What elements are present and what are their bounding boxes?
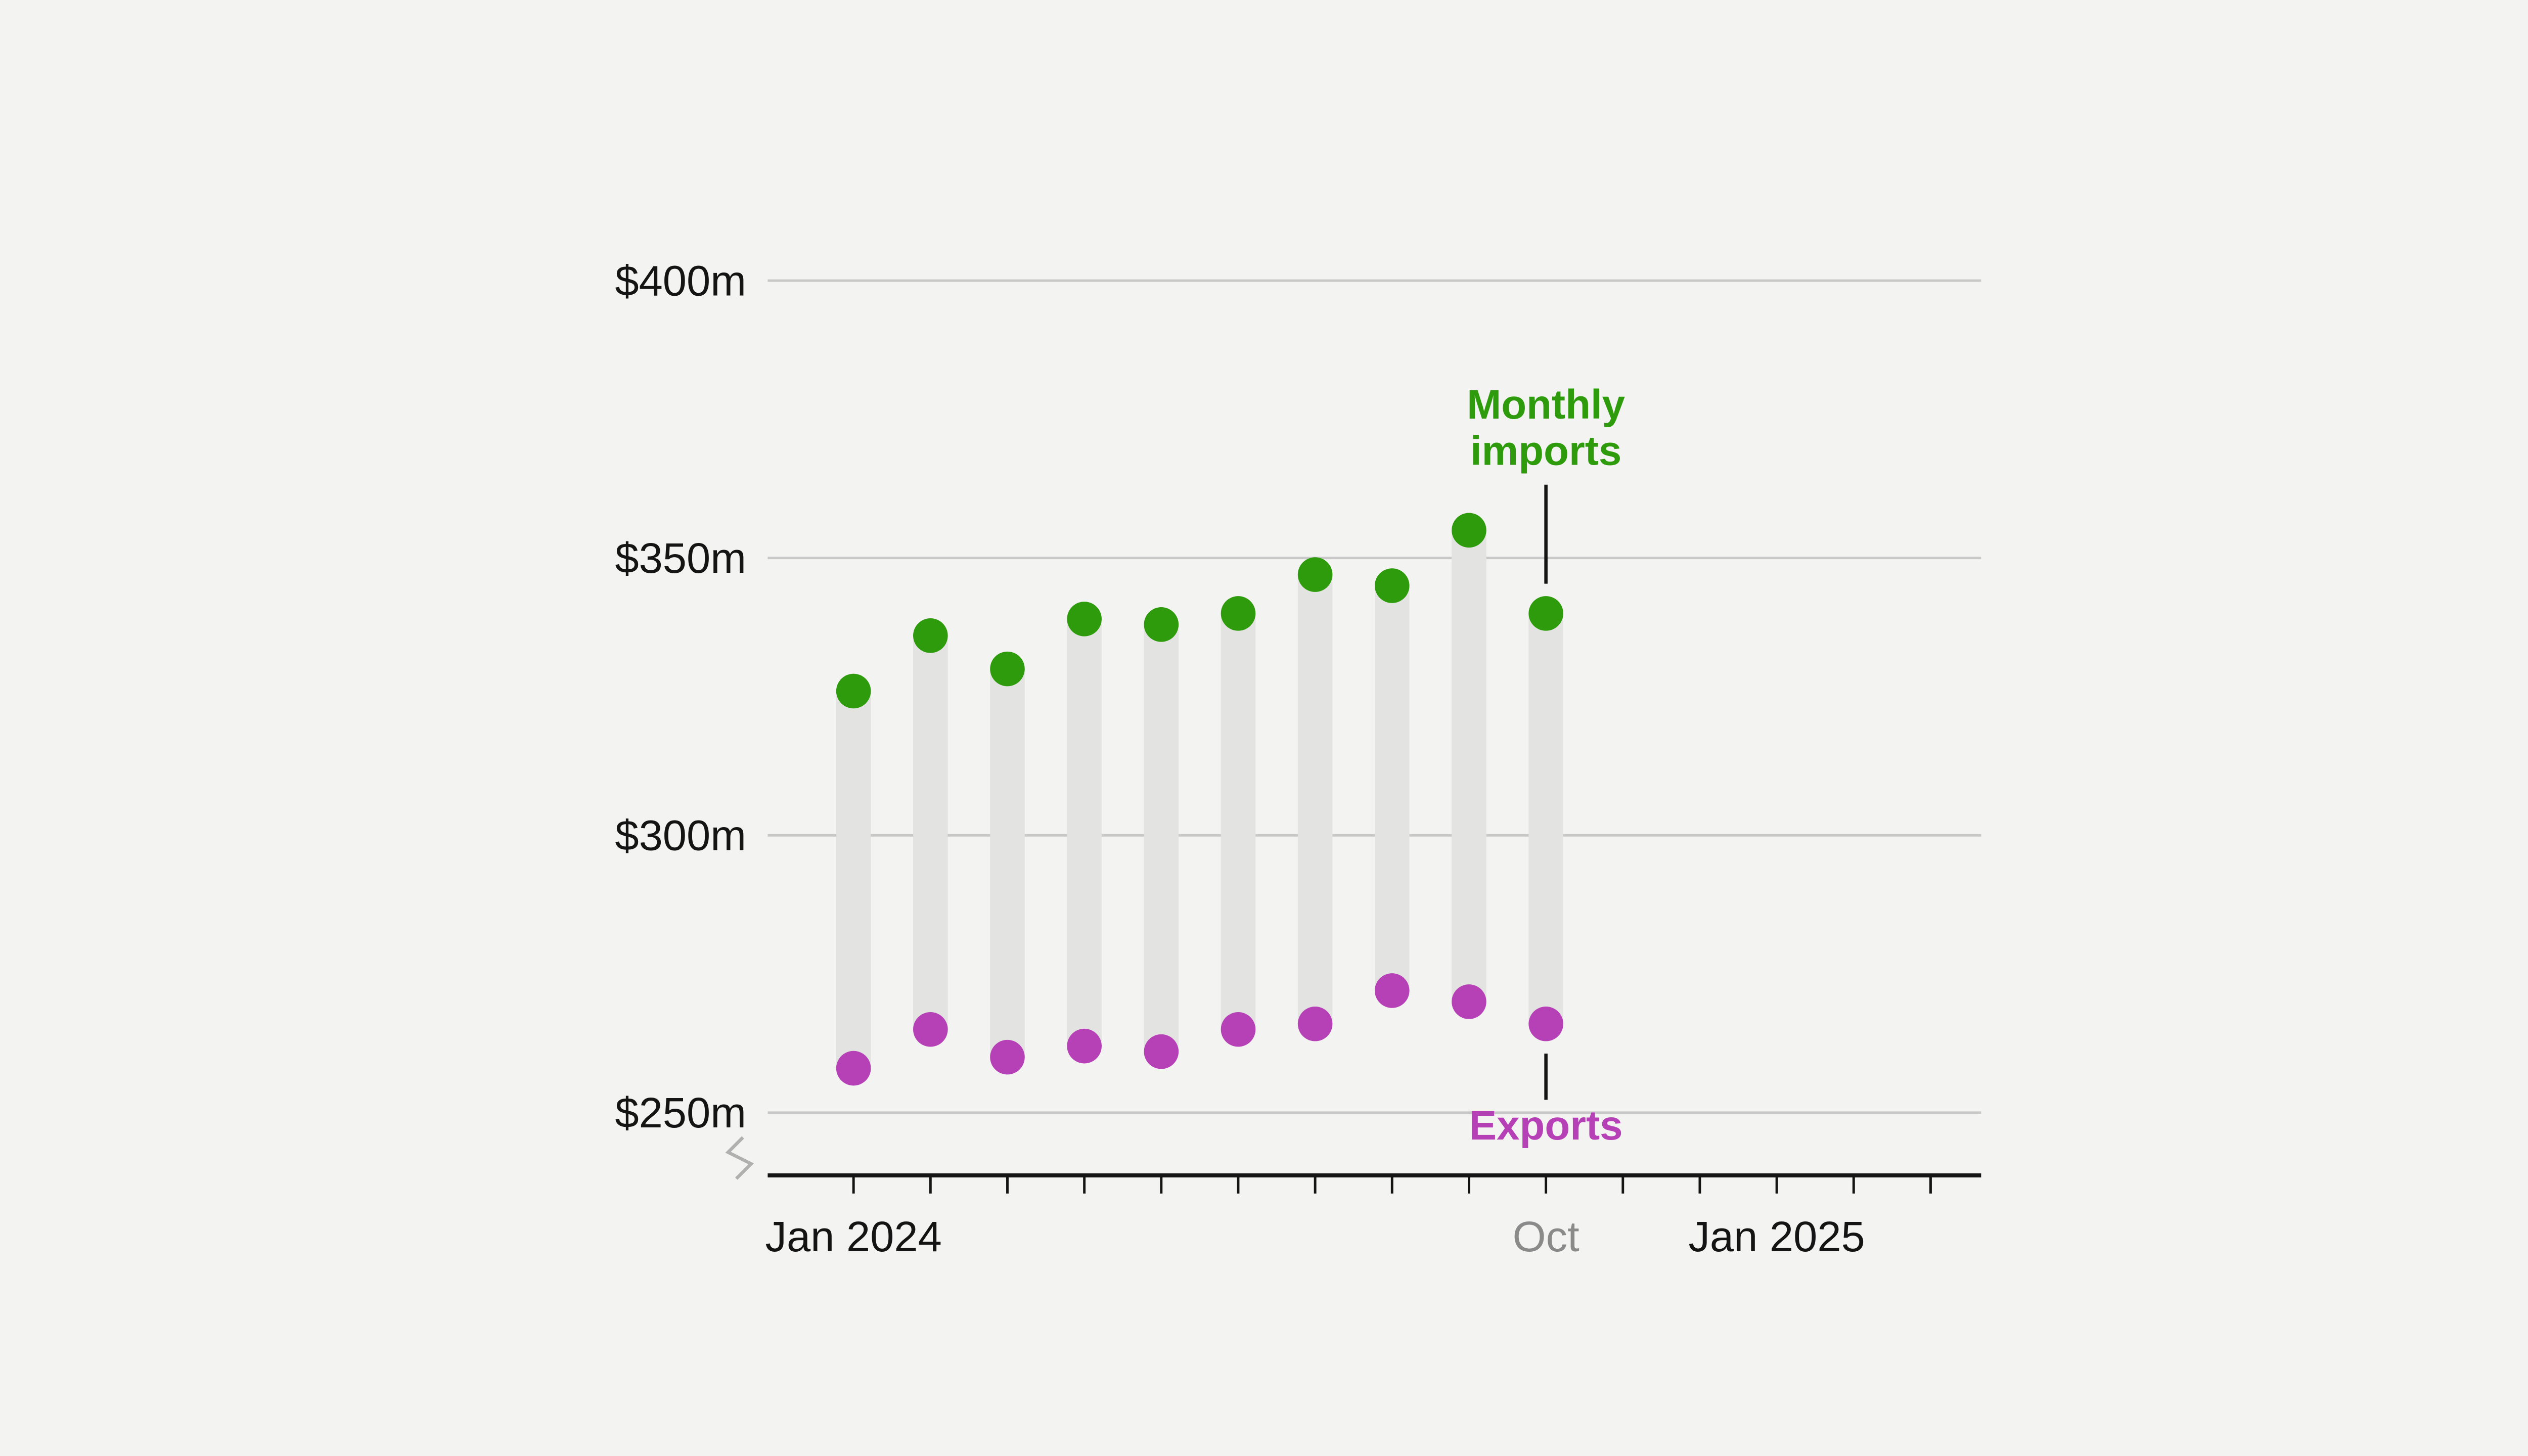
y-axis: $400m $350m $300m $250m bbox=[615, 256, 1981, 1136]
export-dot bbox=[1528, 1006, 1563, 1041]
annotation-text: Exports bbox=[1469, 1103, 1623, 1149]
x-axis-label: Jan 2024 bbox=[765, 1212, 942, 1260]
x-axis: Jan 2024 Oct Jan 2025 bbox=[765, 1173, 1981, 1260]
export-dot bbox=[836, 1051, 871, 1086]
axis-break-icon bbox=[725, 1136, 754, 1180]
range-bar bbox=[1452, 530, 1486, 1002]
import-dot bbox=[836, 673, 871, 709]
x-axis-label: Oct bbox=[1513, 1212, 1579, 1260]
export-dot bbox=[1452, 984, 1486, 1019]
range-bar bbox=[913, 635, 948, 1030]
import-dot bbox=[1452, 513, 1486, 548]
annotation-text: imports bbox=[1470, 428, 1621, 474]
range-bars bbox=[836, 530, 1563, 1069]
range-bar bbox=[990, 669, 1025, 1058]
y-axis-label: $300m bbox=[615, 811, 746, 859]
y-axis-label: $400m bbox=[615, 256, 746, 304]
range-bar bbox=[1297, 574, 1333, 1024]
export-dot bbox=[1144, 1034, 1179, 1069]
annotation-text: Monthly bbox=[1467, 382, 1625, 428]
export-dot bbox=[990, 1039, 1025, 1075]
import-dot bbox=[1297, 557, 1333, 592]
export-dot bbox=[1221, 1012, 1256, 1047]
import-dot bbox=[1144, 607, 1179, 642]
export-dot bbox=[1297, 1006, 1333, 1041]
import-dot bbox=[1221, 596, 1256, 631]
range-bar bbox=[1067, 619, 1102, 1046]
import-dot bbox=[1067, 602, 1102, 636]
range-bar bbox=[836, 691, 871, 1069]
import-dot bbox=[913, 618, 948, 653]
import-dot bbox=[1375, 568, 1410, 603]
export-dot bbox=[913, 1012, 948, 1047]
range-bar bbox=[1375, 585, 1410, 991]
range-bar bbox=[1528, 613, 1563, 1024]
import-dot bbox=[990, 651, 1025, 687]
y-axis-label: $250m bbox=[615, 1088, 746, 1136]
annotation-exports: Exports bbox=[1469, 1054, 1623, 1149]
imports-dots bbox=[836, 513, 1563, 709]
y-axis-label: $350m bbox=[615, 534, 746, 582]
import-dot bbox=[1528, 596, 1563, 631]
range-bar bbox=[1221, 613, 1256, 1030]
export-dot bbox=[1067, 1028, 1102, 1064]
exports-dots bbox=[836, 973, 1563, 1086]
range-bar bbox=[1144, 624, 1179, 1052]
export-dot bbox=[1375, 973, 1410, 1008]
x-axis-label: Jan 2025 bbox=[1688, 1212, 1865, 1260]
